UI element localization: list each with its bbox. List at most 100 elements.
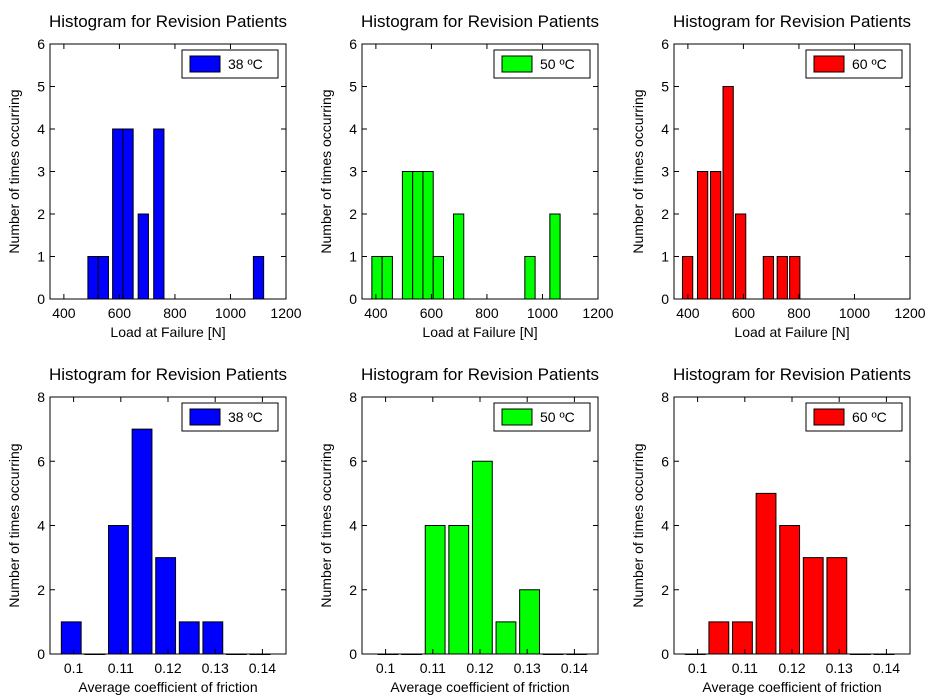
x-tick-label: 0.1 xyxy=(64,660,84,676)
y-tick-label: 5 xyxy=(349,79,357,95)
histogram-bar xyxy=(542,653,564,655)
x-axis-label: Load at Failure [N] xyxy=(734,324,849,340)
y-tick-label: 1 xyxy=(661,249,669,265)
y-tick-label: 0 xyxy=(661,291,669,307)
y-tick-label: 8 xyxy=(37,389,45,405)
histogram-bar xyxy=(371,256,383,300)
legend: 60 ºC xyxy=(805,402,903,432)
subplot-6: 0 2 4 6 8 0.1 0.11 0.12 0.13 0.14 Histogram for Re… xyxy=(630,365,911,695)
histogram-bar xyxy=(252,256,265,300)
histogram-bar xyxy=(776,256,788,300)
histogram-bar xyxy=(424,525,446,655)
histogram-bar xyxy=(412,171,424,300)
histogram-bar xyxy=(155,557,177,655)
y-tick-label: 4 xyxy=(349,518,357,534)
histogram-bar xyxy=(153,128,165,300)
subplot-1: 0 1 2 3 4 5 6 400 600 800 1000 1200 Histogram for Re… xyxy=(6,12,302,340)
x-tick-label: 0.11 xyxy=(732,660,758,676)
legend-swatch xyxy=(189,408,221,426)
legend-swatch xyxy=(189,55,221,73)
y-tick-label: 8 xyxy=(349,389,357,405)
y-axis-label: Number of times occurring xyxy=(318,89,334,253)
x-tick-label: 0.14 xyxy=(873,660,900,676)
x-tick-label: 0.1 xyxy=(376,660,396,676)
histogram-bar xyxy=(249,653,271,655)
x-tick-label: 0.11 xyxy=(420,660,446,676)
legend-label: 50 ºC xyxy=(540,409,575,425)
y-tick-label: 5 xyxy=(661,79,669,95)
histogram-bar xyxy=(495,621,517,655)
x-tick-label: 0.14 xyxy=(249,660,276,676)
chart-title: Histogram for Revision Patients xyxy=(673,365,911,384)
histogram-bar xyxy=(549,213,561,300)
histogram-bar xyxy=(87,256,99,300)
histogram-bar xyxy=(401,171,414,300)
legend: 38 ºC xyxy=(181,402,279,432)
x-tick-label: 0.13 xyxy=(826,660,853,676)
histogram-bar xyxy=(202,621,224,655)
legend-label: 38 ºC xyxy=(228,56,263,72)
histogram-bar xyxy=(566,653,588,655)
axes-box xyxy=(49,43,287,300)
histogram-bar xyxy=(131,428,153,655)
histogram-bar xyxy=(710,171,722,300)
y-tick-label: 0 xyxy=(37,291,45,307)
y-tick-label: 4 xyxy=(661,121,669,137)
x-tick-label: 600 xyxy=(108,305,132,321)
histogram-bar xyxy=(696,171,709,300)
legend-box xyxy=(493,402,591,432)
chart-title: Histogram for Revision Patients xyxy=(361,365,599,384)
y-tick-label: 0 xyxy=(349,291,357,307)
y-axis-label: Number of times occurring xyxy=(318,443,334,607)
y-tick-label: 4 xyxy=(37,518,45,534)
chart-title: Histogram for Revision Patients xyxy=(673,12,911,31)
y-tick-label: 1 xyxy=(37,249,45,265)
histogram-bar xyxy=(137,213,149,300)
x-tick-label: 0.12 xyxy=(466,660,493,676)
y-tick-label: 6 xyxy=(349,453,357,469)
y-axis-label: Number of times occurring xyxy=(6,89,22,253)
subplot-4: 0 2 4 6 8 0.1 0.11 0.12 0.13 0.14 Histogram for Re… xyxy=(6,365,287,695)
histogram-bar xyxy=(732,621,753,655)
y-tick-label: 4 xyxy=(661,518,669,534)
histogram-bar xyxy=(826,557,848,655)
y-tick-label: 2 xyxy=(37,582,45,598)
y-tick-label: 2 xyxy=(349,206,357,222)
y-tick-label: 2 xyxy=(661,582,669,598)
y-tick-label: 6 xyxy=(37,36,45,52)
y-tick-label: 6 xyxy=(661,36,669,52)
x-tick-label: 400 xyxy=(364,305,388,321)
chart-title: Histogram for Revision Patients xyxy=(49,365,287,384)
legend: 38 ºC xyxy=(181,49,279,79)
histogram-bar xyxy=(377,653,399,655)
x-axis-label: Load at Failure [N] xyxy=(422,324,537,340)
x-tick-label: 800 xyxy=(163,305,187,321)
histogram-bar xyxy=(381,256,393,300)
y-tick-label: 0 xyxy=(349,646,357,662)
histogram-bar xyxy=(762,256,775,300)
y-tick-label: 4 xyxy=(37,121,45,137)
legend: 50 ºC xyxy=(493,49,591,79)
y-tick-label: 4 xyxy=(349,121,357,137)
histogram-bar xyxy=(422,171,434,300)
legend-swatch xyxy=(813,55,845,73)
y-tick-label: 3 xyxy=(349,164,357,180)
histogram-bar xyxy=(755,492,777,655)
x-tick-label: 1200 xyxy=(582,305,613,321)
x-tick-label: 1200 xyxy=(270,305,301,321)
y-axis-label: Number of times occurring xyxy=(630,89,646,253)
histogram-bar xyxy=(779,525,801,655)
x-tick-label: 800 xyxy=(475,305,499,321)
x-tick-label: 0.13 xyxy=(202,660,229,676)
histogram-bar xyxy=(684,653,706,655)
y-tick-label: 6 xyxy=(349,36,357,52)
y-tick-label: 5 xyxy=(37,79,45,95)
y-tick-label: 6 xyxy=(661,453,669,469)
x-tick-label: 1000 xyxy=(839,305,870,321)
y-tick-label: 6 xyxy=(37,453,45,469)
y-axis-label: Number of times occurring xyxy=(6,443,22,607)
legend-swatch xyxy=(501,408,533,426)
legend: 60 ºC xyxy=(805,49,903,79)
x-axis-label: Average coefficient of friction xyxy=(78,679,257,695)
